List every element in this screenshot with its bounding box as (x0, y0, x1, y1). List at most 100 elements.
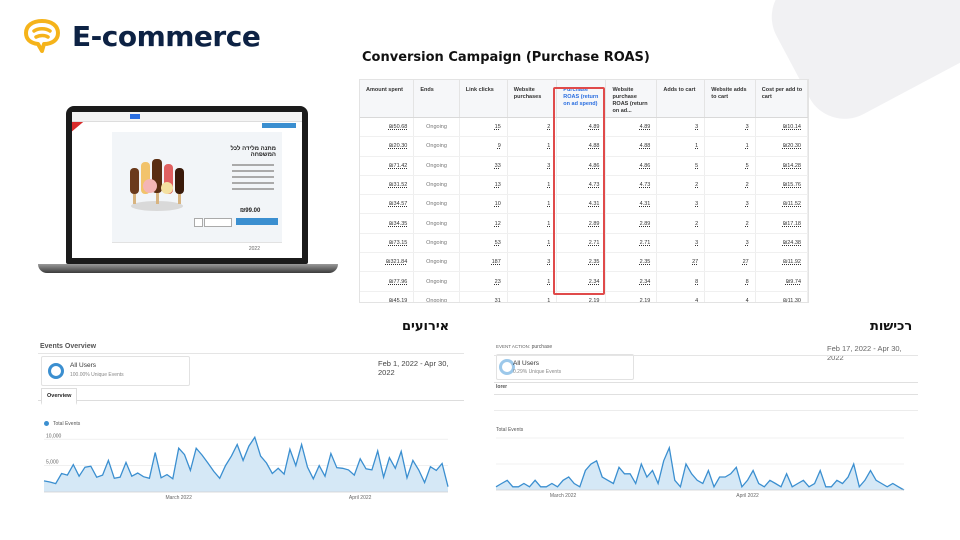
col-cost-per-add-to-cart[interactable]: Cost per add to cart (755, 80, 808, 118)
table-cell-purchases: 1 (507, 233, 558, 254)
table-cell-cpa: ₪15.76 (755, 175, 808, 196)
table-cell-cpa: ₪11.52 (755, 194, 808, 215)
table-cell-roas: 4.73 (556, 175, 607, 196)
col-adds-to-cart[interactable]: Adds to cart (656, 80, 706, 118)
series-area (496, 447, 904, 490)
x-tick-label: April 2022 (736, 493, 759, 498)
table-cell-web_atc: 3 (704, 233, 756, 254)
segment-all-users[interactable]: All Users 100.00% Unique Events (41, 356, 190, 386)
table-row[interactable]: ₪34.35 Ongoing 12 1 2.89 2.89 2 2 ₪17.18 (360, 213, 808, 234)
explorer-subtab[interactable] (496, 396, 516, 402)
buy-now-button[interactable] (204, 218, 232, 227)
table-cell-web_atc: 3 (704, 194, 756, 215)
table-cell-ends: Ongoing (413, 291, 460, 302)
table-cell-clicks: 33 (459, 156, 508, 176)
table-cell-clicks: 23 (459, 271, 508, 292)
table-row[interactable]: ₪34.57 Ongoing 10 1 4.31 4.31 3 3 ₪11.52 (360, 194, 808, 215)
tab-overview[interactable]: Overview (41, 388, 78, 405)
table-cell-ends: Ongoing (413, 175, 460, 196)
events-legend: Total Events (44, 421, 80, 427)
table-cell-roas: 4.86 (556, 156, 607, 176)
table-cell-cpa: ₪11.30 (755, 291, 808, 302)
table-cell-clicks: 53 (459, 233, 508, 254)
table-cell-roas: 2.89 (556, 213, 607, 234)
purchases-date-range[interactable]: Feb 17, 2022 - Apr 30, 2022 (827, 344, 902, 362)
table-cell-purchases: 3 (507, 156, 558, 176)
table-cell-spent: ₪34.57 (360, 194, 415, 215)
col-purchase-roas[interactable]: Purchase ROAS (return on ad spend) (556, 80, 607, 118)
table-cell-web_roas: 2.71 (605, 233, 658, 254)
table-row[interactable]: ₪77.96 Ongoing 23 1 2.34 2.34 8 8 ₪9.74 (360, 271, 808, 292)
table-body: ₪50.68 Ongoing 15 2 4.89 4.89 3 3 ₪10.14 ₪20.30 On… (360, 117, 808, 302)
table-cell-clicks: 10 (459, 194, 508, 215)
series-area (44, 437, 448, 492)
shop-nav-button[interactable] (130, 114, 140, 119)
table-cell-web_atc: 2 (704, 213, 756, 234)
explorer-tab[interactable]: lorer (496, 384, 508, 390)
table-cell-atc: 8 (656, 271, 706, 292)
table-cell-purchases: 1 (507, 213, 558, 234)
table-cell-atc: 3 (656, 194, 706, 215)
events-date-range[interactable]: Feb 1, 2022 - Apr 30, 2022 (378, 359, 449, 377)
table-cell-web_roas: 4.31 (605, 194, 658, 215)
wishlist-button[interactable] (194, 218, 203, 227)
events-legend-label: Total Events (53, 421, 81, 427)
table-cell-web_roas: 4.86 (605, 156, 658, 176)
col-website-purchase-roas[interactable]: Website purchase ROAS (return on ad... (605, 80, 658, 118)
table-cell-atc: 3 (656, 117, 706, 138)
add-to-cart-button[interactable] (236, 218, 278, 225)
col-website-purchases[interactable]: Website purchases (507, 80, 558, 118)
table-cell-web_roas: 2.35 (605, 252, 658, 273)
event-action-filter[interactable]: EVENT ACTION: purchase (496, 344, 552, 350)
table-cell-roas: 2.71 (556, 233, 607, 254)
event-action-value: purchase (531, 344, 553, 350)
table-cell-spent: ₪321.84 (360, 252, 415, 273)
table-cell-roas: 2.34 (556, 271, 607, 292)
col-ends[interactable]: Ends (413, 80, 460, 118)
series-line (43, 435, 449, 487)
shop-footer-text: 2022 (248, 246, 260, 252)
col-website-adds-to-cart[interactable]: Website adds to cart (704, 80, 756, 118)
shop-topbar (72, 112, 302, 122)
table-row[interactable]: ₪31.52 Ongoing 13 1 4.73 4.73 2 2 ₪15.76 (360, 175, 808, 196)
page-title: E-commerce (72, 19, 261, 53)
table-cell-clicks: 12 (459, 213, 508, 234)
x-tick-label: March 2022 (550, 493, 577, 498)
x-tick-label: March 2022 (165, 495, 192, 500)
table-cell-roas: 4.31 (556, 194, 607, 215)
table-cell-clicks: 9 (459, 136, 508, 157)
table-cell-atc: 2 (656, 213, 706, 234)
table-cell-spent: ₪45.19 (360, 291, 415, 302)
purchases-section-label: רכישות (870, 319, 913, 334)
events-chart: 10,000 5,000 March 2022 April 2022 (43, 433, 449, 500)
table-cell-purchases: 1 (507, 175, 558, 196)
table-cell-ends: Ongoing (413, 156, 460, 176)
table-cell-clicks: 15 (459, 117, 508, 138)
y-tick-label: 5,000 (46, 460, 59, 466)
table-row[interactable]: ₪73.15 Ongoing 53 1 2.71 2.71 3 3 ₪24.38 (360, 233, 808, 254)
table-cell-web_atc: 4 (704, 291, 756, 302)
purchases-legend-label: Total Events (496, 427, 524, 433)
col-amount-spent[interactable]: Amount spent (360, 80, 415, 118)
table-cell-web_roas: 4.88 (605, 136, 658, 157)
purchases-legend: Total Events (496, 427, 523, 433)
segment-all-users-purchases[interactable]: All Users 0.29% Unique Events (496, 354, 634, 380)
shop-cart-button[interactable] (262, 123, 296, 128)
table-cell-cpa: ₪17.18 (755, 213, 808, 234)
table-row[interactable]: ₪321.84 Ongoing 187 3 2.35 2.35 27 27 ₪11.92 (360, 252, 808, 273)
table-cell-web_atc: 8 (704, 271, 756, 292)
table-cell-atc: 4 (656, 291, 706, 302)
events-section-label: אירועים (402, 319, 450, 334)
table-cell-web_atc: 27 (704, 252, 756, 273)
table-cell-cpa: ₪10.14 (755, 117, 808, 138)
table-row[interactable]: ₪45.19 Ongoing 31 1 2.19 2.19 4 4 ₪11.30 (360, 291, 808, 302)
purchases-panel: EVENT ACTION: purchase All Users 0.29% U… (494, 340, 918, 500)
table-row[interactable]: ₪71.42 Ongoing 33 3 4.86 4.86 5 5 ₪14.28 (360, 156, 808, 176)
table-cell-web_roas: 4.73 (605, 175, 658, 196)
col-link-clicks[interactable]: Link clicks (459, 80, 508, 118)
table-row[interactable]: ₪20.30 Ongoing 9 1 4.88 4.88 1 1 ₪20.30 (360, 136, 808, 157)
table-cell-ends: Ongoing (413, 117, 460, 138)
table-row[interactable]: ₪50.68 Ongoing 15 2 4.89 4.89 3 3 ₪10.14 (360, 117, 808, 138)
table-cell-web_roas: 2.19 (605, 291, 658, 302)
table-cell-spent: ₪77.96 (360, 271, 415, 292)
